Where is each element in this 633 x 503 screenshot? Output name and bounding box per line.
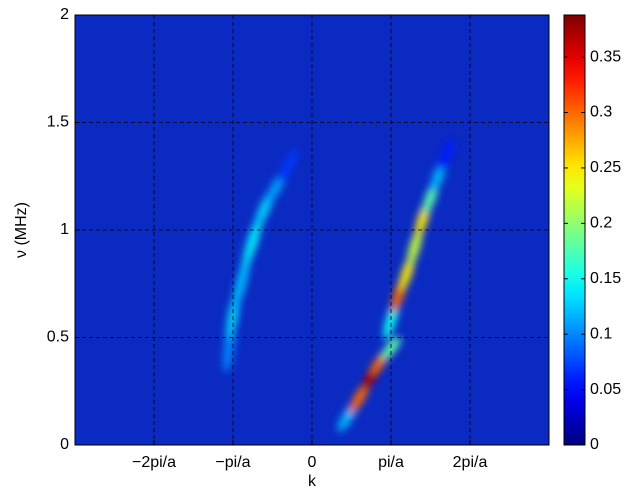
- colorbar: [563, 14, 586, 446]
- x-tick-label: −pi/a: [215, 454, 250, 471]
- colorbar-tick-label: 0.35: [590, 48, 621, 65]
- x-axis-label: k: [308, 473, 317, 490]
- heatmap: [223, 138, 454, 432]
- y-tick-label: 0: [60, 436, 69, 453]
- y-tick-label: 2: [60, 6, 69, 23]
- y-axis-label: ν (MHz): [13, 202, 30, 258]
- heat-blob: [278, 149, 299, 182]
- colorbar-tick-label: 0.05: [590, 381, 621, 398]
- x-tick-label: 2pi/a: [453, 454, 488, 471]
- y-tick-label: 0.5: [47, 329, 69, 346]
- x-tick-label: pi/a: [378, 454, 404, 471]
- colorbar-tick-label: 0.2: [590, 215, 612, 232]
- colorbar-tick-label: 0.15: [590, 270, 621, 287]
- heat-blob: [232, 255, 250, 312]
- plot-frame: [74, 14, 550, 446]
- axes: −2pi/a −pi/a 0 pi/a 2pi/a 0 0.5 1 1.5 2: [47, 6, 549, 471]
- colorbar-tick-label: 0: [590, 436, 599, 453]
- colorbar-tick-label: 0.3: [590, 104, 612, 121]
- x-tick-label: 0: [308, 454, 317, 471]
- y-tick-label: 1: [60, 221, 69, 238]
- colorbar-tick-label: 0.25: [590, 159, 621, 176]
- x-tick-label: −2pi/a: [132, 454, 176, 471]
- y-tick-label: 1.5: [47, 114, 69, 131]
- heat-blob: [349, 382, 370, 414]
- heat-blob: [438, 138, 454, 171]
- heat-blob: [381, 336, 401, 360]
- colorbar-tick-label: 0.1: [590, 325, 612, 342]
